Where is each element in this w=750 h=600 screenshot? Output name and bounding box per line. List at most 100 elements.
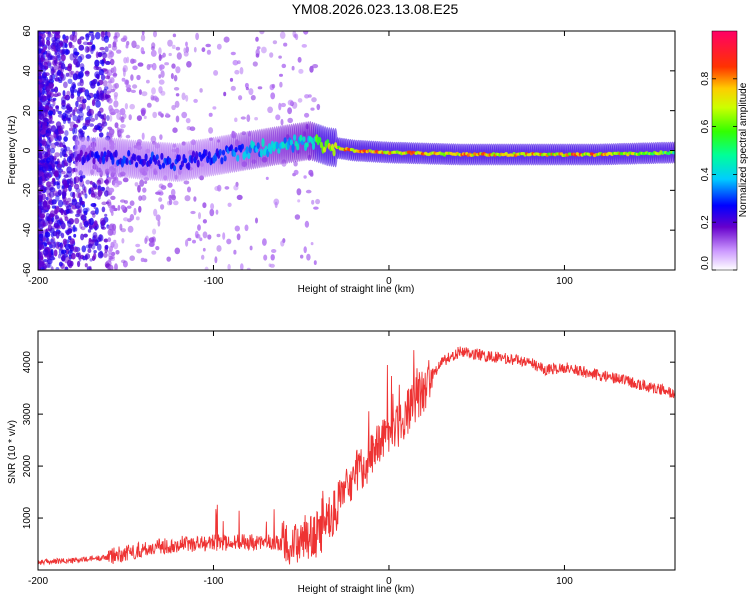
spectrogram-noise-cell (142, 187, 147, 193)
spectrogram-noise-cell (50, 232, 54, 238)
spectrogram-noise-cell (278, 55, 282, 59)
snr-y-tick-label: 3000 (22, 403, 33, 426)
spectrogram-noise-cell (61, 255, 65, 262)
spectrogram-noise-cell (123, 57, 128, 64)
spectrogram-ridge-cell (196, 159, 200, 168)
spectrogram-noise-cell (41, 38, 45, 46)
spectrogram-noise-cell (53, 249, 58, 257)
spectrogram-noise-cell (86, 105, 91, 112)
spectrogram-noise-cell (130, 58, 135, 64)
spectrogram-noise-cell (64, 266, 69, 270)
spectrogram-noise-cell (91, 239, 97, 243)
spectrogram-noise-cell (39, 222, 44, 230)
spectrogram-ridge-cell (672, 151, 675, 155)
spectrogram-noise-cell (129, 255, 135, 261)
spectrogram-noise-cell (238, 95, 243, 101)
spectrogram-noise-cell (78, 192, 82, 199)
spectrogram-noise-cell (38, 92, 41, 98)
spectrogram-noise-cell (44, 72, 50, 77)
spectrogram-noise-cell (111, 44, 118, 51)
spectrogram-noise-cell (116, 49, 122, 54)
colorbar-tick-label: 0.8 (700, 71, 711, 85)
spectrogram-noise-cell (53, 170, 59, 178)
spectrogram-noise-cell (50, 227, 55, 234)
spectrogram-noise-cell (95, 207, 99, 215)
spectrogram-ridge-cell (177, 154, 181, 162)
spectrogram-noise-cell (54, 55, 58, 60)
spectrogram-noise-cell (140, 34, 146, 42)
spectrogram-noise-cell (97, 177, 104, 185)
spectrogram-noise-cell (298, 68, 304, 74)
spectrogram-noise-cell (168, 199, 173, 206)
spectrogram-noise-cell (55, 121, 62, 128)
spectrogram-noise-cell (187, 237, 192, 242)
snr-y-label: SNR (10 * v/v) (7, 420, 18, 484)
spectrogram-noise-cell (262, 238, 267, 246)
spectrogram-noise-cell (68, 42, 72, 49)
spectrogram-noise-cell (38, 66, 42, 73)
spectrogram-noise-cell (89, 258, 93, 262)
spectrogram-noise-cell (50, 266, 54, 270)
spectrogram-noise-cell (104, 244, 109, 250)
spectrogram-ridge-cell (240, 143, 244, 150)
spectrogram-noise-cell (50, 238, 54, 243)
spectrogram-ridge-cell (299, 134, 303, 142)
spectrogram-noise-cell (148, 242, 155, 247)
spectrogram-noise-cell (255, 36, 259, 42)
snr-x-tick-label: -200 (28, 576, 48, 587)
spectrogram-noise-cell (103, 252, 108, 258)
spectrogram-noise-cell (41, 177, 46, 184)
spectrogram-noise-cell (78, 44, 85, 51)
spectrogram-noise-cell (271, 249, 277, 253)
spectrogram-noise-cell (71, 45, 75, 49)
spectrogram-noise-cell (48, 250, 52, 259)
spectrogram-noise-cell (42, 200, 48, 208)
spectrogram-noise-cell (45, 130, 50, 138)
spectrogram-noise-cell (171, 104, 176, 111)
spectrogram-noise-cell (151, 42, 156, 49)
spectrogram-ridge-cell (291, 143, 295, 153)
spectrogram-noise-cell (249, 245, 253, 251)
spectrogram-noise-cell (158, 197, 163, 202)
spectrogram-noise-cell (122, 177, 129, 183)
spectrogram-noise-cell (120, 116, 125, 123)
spectrogram-noise-cell (114, 95, 118, 101)
spectrogram-noise-cell (108, 187, 115, 193)
spectrogram-noise-cell (74, 51, 80, 56)
spectrogram-noise-cell (192, 239, 196, 244)
spectrogram-noise-cell (54, 141, 60, 146)
spectrogram-ridge-cell (247, 152, 251, 159)
spectrogram-noise-cell (67, 63, 73, 69)
spectrogram-noise-cell (51, 205, 57, 209)
spectrogram-noise-cell (46, 91, 51, 99)
spectrogram-ridge-cell (101, 155, 106, 165)
spectrogram-noise-cell (67, 78, 73, 85)
spectrogram-noise-cell (77, 252, 82, 260)
spectrogram-noise-cell (89, 117, 96, 122)
spectrogram-noise-cell (224, 186, 230, 190)
spectrogram-noise-cell (91, 34, 95, 41)
spectrogram-noise-cell (173, 74, 178, 82)
spectrogram-noise-cell (60, 148, 65, 152)
spectrogram-noise-cell (269, 52, 274, 58)
spectrogram-noise-cell (131, 40, 137, 49)
spectrogram-noise-cell (181, 111, 188, 119)
spectrogram-noise-cell (78, 131, 84, 139)
spectrogram-noise-cell (137, 185, 141, 193)
spectrogram-noise-cell (84, 263, 88, 268)
spectrogram-noise-cell (255, 53, 260, 58)
spectrogram-noise-cell (54, 152, 60, 158)
spectrogram-y-tick-label: 20 (22, 105, 33, 117)
spectrogram-noise-cell (129, 200, 135, 206)
spectrogram-noise-cell (42, 259, 49, 263)
spectrogram-noise-cell (44, 164, 49, 172)
spectrogram-noise-cell (86, 266, 92, 270)
spectrogram-noise-cell (46, 157, 51, 163)
spectrogram-noise-cell (287, 107, 292, 115)
spectrogram-noise-cell (132, 84, 138, 89)
spectrogram-noise-cell (153, 31, 157, 38)
spectrogram-noise-cell (38, 150, 43, 158)
spectrogram-ridge-cell (283, 137, 287, 144)
spectrogram-noise-cell (78, 88, 84, 93)
spectrogram-noise-cell (206, 49, 211, 55)
